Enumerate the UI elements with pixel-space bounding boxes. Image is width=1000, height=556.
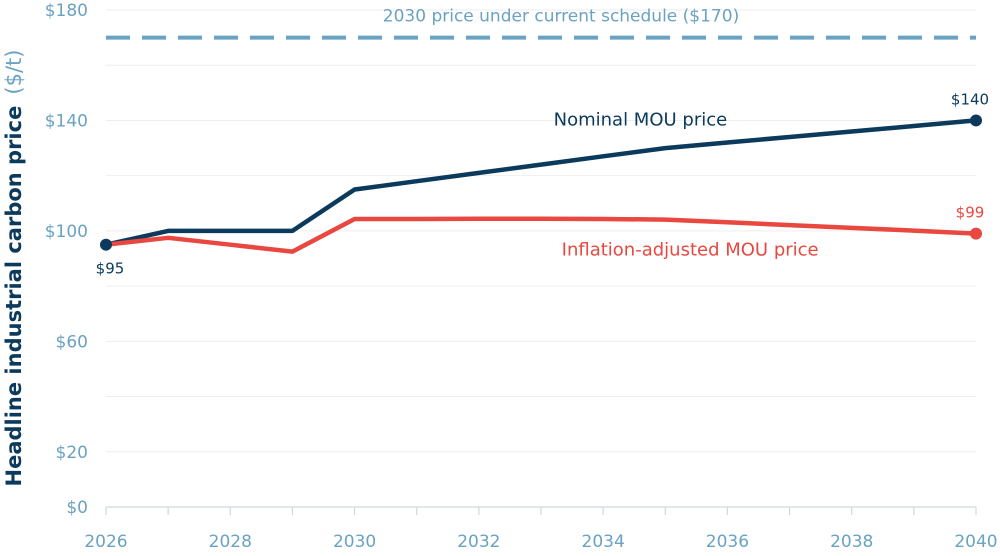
x-tick-label: 2034	[582, 532, 625, 552]
inflation-adjusted-end-point	[970, 227, 982, 240]
nominal-series-label: Nominal MOU price	[554, 109, 728, 130]
reference-line-group: 2030 price under current schedule ($170)	[106, 7, 976, 40]
point-value-label: $140	[951, 90, 989, 108]
y-tick-label: $60	[56, 332, 88, 352]
x-tick-label: 2028	[209, 532, 252, 552]
axes: 2026 2028 2030 2032 2034 2036 2038 2040 $0 $20 $60…	[45, 1, 998, 552]
x-tick-label: 2040	[954, 532, 997, 552]
nominal-start-point	[100, 238, 112, 251]
x-tick-label: 2026	[84, 532, 127, 552]
point-value-label: $95	[96, 260, 125, 278]
y-tick-label: $180	[45, 1, 88, 21]
inflation-adjusted-series-label: Inflation-adjusted MOU price	[562, 240, 819, 261]
x-tick-label: 2030	[333, 532, 376, 552]
x-tick-label: 2032	[457, 532, 500, 552]
y-tick-label: $20	[56, 443, 88, 463]
series-lines	[100, 114, 982, 254]
y-axis-label-text: Headline industrial carbon price	[2, 106, 26, 487]
x-tick-label: 2036	[706, 532, 749, 552]
chart-labels: Nominal MOU price Inflation-adjusted MOU …	[96, 90, 989, 277]
x-tick-label: 2038	[830, 532, 873, 552]
point-value-label: $99	[956, 204, 985, 222]
reference-line-label: 2030 price under current schedule ($170)	[383, 7, 739, 27]
y-tick-label: $140	[45, 111, 88, 131]
nominal-end-point	[970, 114, 982, 127]
inflation-adjusted-price-line	[103, 216, 979, 254]
y-tick-label: $0	[66, 498, 88, 518]
y-axis-unit: ($/t)	[2, 50, 26, 95]
nominal-price-line	[103, 118, 979, 247]
y-tick-label: $100	[45, 222, 88, 242]
y-axis-label: Headline industrial carbon price ($/t)	[2, 50, 26, 487]
